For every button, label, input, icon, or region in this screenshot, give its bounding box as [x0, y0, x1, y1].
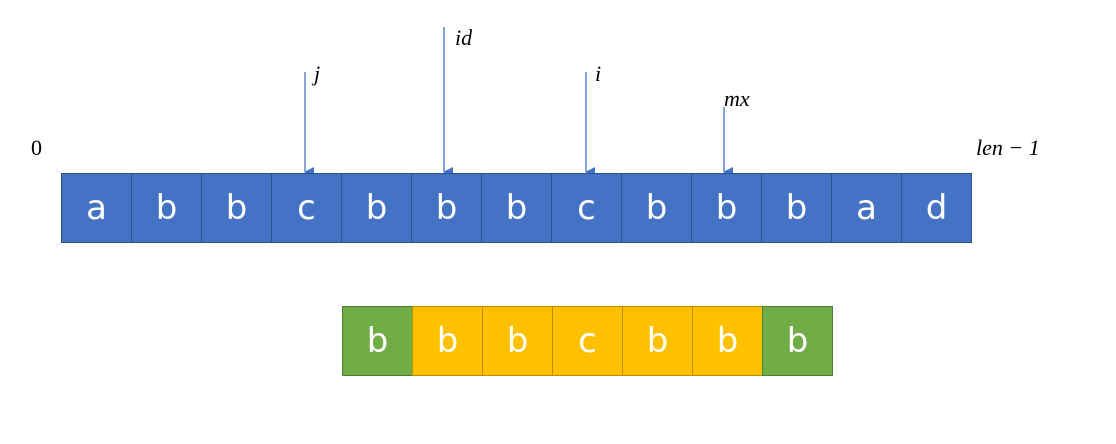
end-index-label: len − 1: [976, 135, 1040, 160]
string-cell: b: [341, 173, 412, 243]
pointer-id-label: id: [455, 25, 473, 50]
string-cell: b: [131, 173, 202, 243]
string-cell: b: [201, 173, 272, 243]
string-cell: c: [551, 173, 622, 243]
palindrome-cell: c: [552, 306, 623, 376]
start-index-label: 0: [31, 135, 42, 160]
palindrome-cell: b: [622, 306, 693, 376]
palindrome-cell: b: [692, 306, 763, 376]
palindrome-cell: b: [482, 306, 553, 376]
palindrome-cell: b: [762, 306, 833, 376]
pointer-j-label: j: [314, 61, 321, 86]
palindrome-cell: b: [342, 306, 413, 376]
string-cell: b: [761, 173, 832, 243]
string-cell: b: [411, 173, 482, 243]
string-cell: c: [271, 173, 342, 243]
string-cell: b: [621, 173, 692, 243]
string-cell: d: [901, 173, 972, 243]
string-cell: b: [691, 173, 762, 243]
pointer-mx-label: mx: [724, 86, 750, 111]
string-cell: a: [831, 173, 902, 243]
pointer-i-label: i: [595, 61, 602, 86]
string-cell: a: [61, 173, 132, 243]
palindrome-cell: b: [412, 306, 483, 376]
string-cell: b: [481, 173, 552, 243]
